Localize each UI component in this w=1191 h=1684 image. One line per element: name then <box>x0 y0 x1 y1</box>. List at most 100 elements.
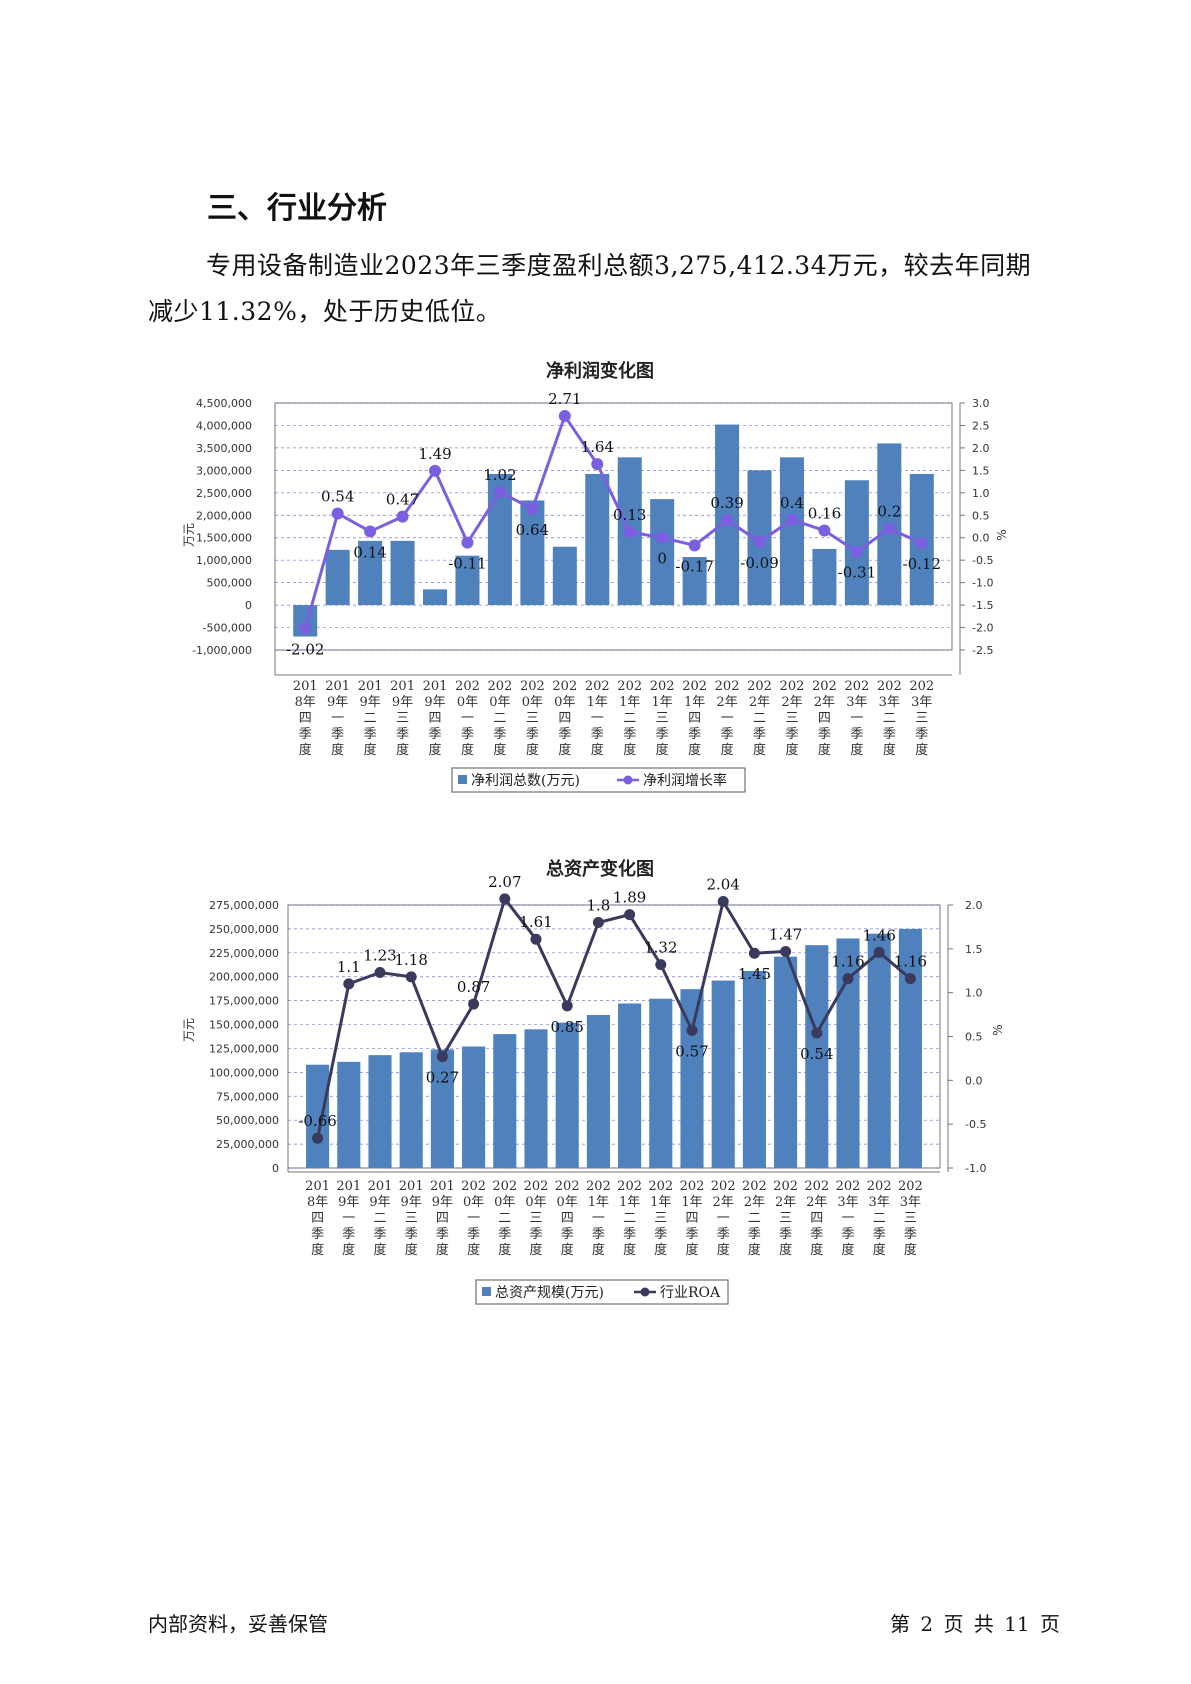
bar <box>455 555 480 606</box>
category-label: 202 1年三季度 <box>648 1179 673 1258</box>
category-label: 202 1年四季度 <box>680 1179 705 1258</box>
legend-line-marker <box>640 1287 650 1297</box>
y-tick-label: 275,000,000 <box>209 899 279 912</box>
data-label: -0.17 <box>675 557 713 575</box>
y2-tick-label: 1.0 <box>972 487 990 500</box>
bar <box>555 1022 579 1168</box>
legend-line-label: 净利润增长率 <box>643 772 727 789</box>
line-point <box>558 410 571 423</box>
bar <box>306 1064 330 1168</box>
bar <box>742 970 766 1168</box>
category-label: 202 0年四季度 <box>552 679 577 758</box>
y-tick-label: 0 <box>272 1162 279 1175</box>
data-label: 0.64 <box>516 521 549 539</box>
category-label: 202 2年一季度 <box>711 1179 736 1258</box>
data-label: 1.16 <box>894 953 927 971</box>
data-label: -0.12 <box>903 555 941 573</box>
data-label: 1.18 <box>394 951 427 969</box>
category-label: 202 3年一季度 <box>844 679 869 758</box>
line-point <box>656 531 669 544</box>
bar <box>368 1055 392 1168</box>
bar <box>423 589 448 606</box>
line-point <box>624 909 636 921</box>
line-point <box>499 893 511 905</box>
data-label: 0.16 <box>808 505 841 523</box>
line-point <box>721 514 734 527</box>
data-label: 1.16 <box>831 953 864 971</box>
y-axis-title: 万元 <box>182 523 196 547</box>
bar <box>680 989 704 1168</box>
y2-tick-label: 2.0 <box>965 899 983 912</box>
line-point <box>396 510 409 523</box>
bar <box>844 480 869 606</box>
line-point <box>883 522 896 535</box>
category-label: 201 9年二季度 <box>368 1179 393 1258</box>
legend-box <box>451 767 746 793</box>
y-axis-title: 万元 <box>182 1018 196 1042</box>
y-tick-label: 4,500,000 <box>196 397 252 410</box>
y-tick-label: -500,000 <box>203 622 252 635</box>
line-point <box>688 539 701 552</box>
y2-axis-title: % <box>995 529 1009 540</box>
bar <box>682 557 707 606</box>
category-label: 202 3年三季度 <box>898 1179 923 1258</box>
bar <box>462 1046 486 1168</box>
y2-tick-label: 3.0 <box>972 397 990 410</box>
data-label: 1.89 <box>613 889 646 907</box>
y-tick-label: 50,000,000 <box>216 1114 279 1127</box>
y2-tick-label: 2.0 <box>972 442 990 455</box>
footer-confidential: 内部资料，妥善保管 <box>148 1612 328 1636</box>
y-tick-label: 250,000,000 <box>209 923 279 936</box>
bar <box>524 1029 548 1168</box>
category-label: 202 0年四季度 <box>555 1179 580 1258</box>
category-label: 202 0年三季度 <box>524 1179 549 1258</box>
line-point <box>461 536 474 549</box>
series-line <box>316 895 912 1139</box>
bar <box>325 549 350 606</box>
bar <box>779 457 804 606</box>
y-tick-label: 100,000,000 <box>209 1066 279 1079</box>
chart-title: 净利润变化图 <box>546 360 654 382</box>
bar <box>586 1014 610 1168</box>
line-point <box>493 485 506 498</box>
data-label: 0 <box>657 550 667 568</box>
y2-tick-label: -1.5 <box>972 599 993 612</box>
section-title: 三、行业分析 <box>207 191 387 226</box>
data-label: 0.4 <box>780 494 804 512</box>
data-label: 1.49 <box>418 445 451 463</box>
line-point <box>842 973 854 985</box>
line-point <box>429 464 442 477</box>
y-tick-label: 125,000,000 <box>209 1042 279 1055</box>
data-label: 0.85 <box>550 1018 583 1036</box>
line-point <box>811 1027 823 1039</box>
line-point <box>312 1132 324 1144</box>
line-point <box>818 524 831 537</box>
data-label: 0.27 <box>426 1069 459 1087</box>
data-label: 0.39 <box>710 494 743 512</box>
category-label: 202 1年一季度 <box>586 1179 611 1258</box>
y-tick-label: 225,000,000 <box>209 947 279 960</box>
data-label: 1.32 <box>644 939 677 957</box>
category-label: 202 2年四季度 <box>804 1179 829 1258</box>
category-label: 202 0年一季度 <box>461 1179 486 1258</box>
bar <box>520 500 545 606</box>
data-label: -0.66 <box>298 1112 336 1130</box>
category-label: 202 1年三季度 <box>650 679 675 758</box>
body-paragraph: 专用设备制造业2023年三季度盈利总额3,275,412.34万元，较去年同期减… <box>148 251 1032 326</box>
y-tick-label: 75,000,000 <box>216 1090 279 1103</box>
line-point <box>592 917 604 929</box>
category-label: 201 9年一季度 <box>325 679 350 758</box>
category-label: 202 1年二季度 <box>617 679 642 758</box>
line-point <box>331 507 344 520</box>
y-tick-label: 2,000,000 <box>196 509 252 522</box>
y-tick-label: 3,500,000 <box>196 442 252 455</box>
total-assets-chart-svg: 总资产变化图 0 25,000,000 50,000,000 75,000,000 100… <box>182 858 1005 1305</box>
y-tick-label: 0 <box>245 599 252 612</box>
data-label: 1.02 <box>483 466 516 484</box>
y2-tick-label: -1.0 <box>972 577 993 590</box>
y2-tick-label: 2.5 <box>972 419 990 432</box>
bar <box>390 540 415 606</box>
data-label: 0.14 <box>353 543 386 561</box>
y-tick-label: 1,000,000 <box>196 554 252 567</box>
category-label: 202 2年四季度 <box>812 679 837 758</box>
